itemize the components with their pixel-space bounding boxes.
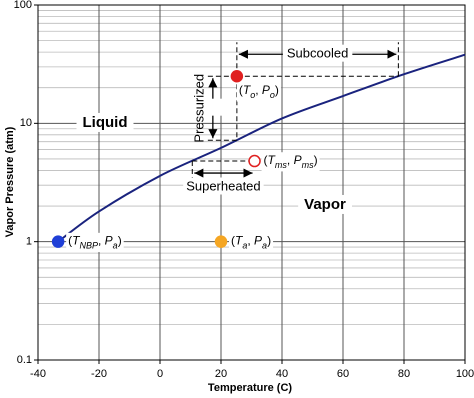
data-point <box>230 69 244 83</box>
pressurized-label: Pressurized <box>191 74 206 143</box>
x-tick-label: -40 <box>30 368 46 380</box>
point-label-part: ( <box>231 234 235 248</box>
point-label-part: ) <box>314 153 318 167</box>
point-label-part: a <box>262 241 267 251</box>
point-label-part: T <box>243 83 252 97</box>
point-label-part: , <box>287 153 294 167</box>
y-tick-label: 10 <box>20 117 32 129</box>
point-label-part: ) <box>275 83 279 97</box>
label-background <box>236 82 281 102</box>
point-label-part: ) <box>118 234 122 248</box>
label-background <box>229 232 274 253</box>
point-label-part: a <box>242 241 247 251</box>
x-tick-label: 100 <box>456 368 474 380</box>
label-background <box>298 194 353 214</box>
point-label-part: ) <box>267 234 271 248</box>
point-label-part: , <box>255 83 262 97</box>
x-tick-label: 80 <box>398 368 410 380</box>
y-tick-label: 0.1 <box>17 354 32 366</box>
x-tick-label: 20 <box>215 368 227 380</box>
point-label-part: P <box>262 83 270 97</box>
superheated-label: Superheated <box>186 178 260 193</box>
data-point <box>51 235 65 248</box>
point-label: (Tms, Pms) <box>264 153 318 170</box>
point-label-part: P <box>105 234 113 248</box>
point-label-part: P <box>294 153 302 167</box>
label-background <box>66 232 124 253</box>
label-background <box>163 98 237 116</box>
point-label: (To, Po) <box>239 83 279 100</box>
plot-frame <box>37 4 466 361</box>
y-axis-title: Vapor Pressure (atm) <box>4 126 16 237</box>
point-label-part: T <box>268 153 277 167</box>
point-label-part: ( <box>68 234 72 248</box>
subcooled-label: Subcooled <box>287 46 348 61</box>
vapor-label: Vapor <box>304 196 346 213</box>
label-background <box>183 177 264 195</box>
x-tick-label: 60 <box>337 368 349 380</box>
x-tick-label: 40 <box>276 368 288 380</box>
y-tick-label: 1 <box>26 236 32 248</box>
liquid-label: Liquid <box>83 114 128 131</box>
vapor-pressure-curve <box>57 53 466 243</box>
x-tick-label: 0 <box>157 368 163 380</box>
label-background <box>282 44 353 62</box>
point-label-part: P <box>254 234 262 248</box>
point-label-part: ( <box>264 153 268 167</box>
label-background <box>261 152 320 172</box>
point-label-part: a <box>113 241 118 251</box>
point-label-part: , <box>98 234 105 248</box>
y-tick-label: 100 <box>14 0 32 11</box>
label-background <box>76 112 134 132</box>
point-label-part: , <box>247 234 254 248</box>
point-label-part: o <box>250 91 255 101</box>
point-label-part: ms <box>275 160 287 170</box>
point-label: (Ta, Pa) <box>231 234 271 251</box>
point-label-part: T <box>72 234 81 248</box>
point-label: (TNBP, Pa) <box>68 234 122 251</box>
point-label-part: NBP <box>79 241 98 251</box>
data-point <box>214 235 228 248</box>
point-label-part: T <box>235 234 244 248</box>
point-label-part: ms <box>302 160 314 170</box>
x-axis-title: Temperature (C) <box>208 382 292 394</box>
point-label-part: o <box>270 91 275 101</box>
x-tick-label: -20 <box>91 368 107 380</box>
point-label-part: ( <box>239 83 243 97</box>
data-point <box>248 154 261 168</box>
